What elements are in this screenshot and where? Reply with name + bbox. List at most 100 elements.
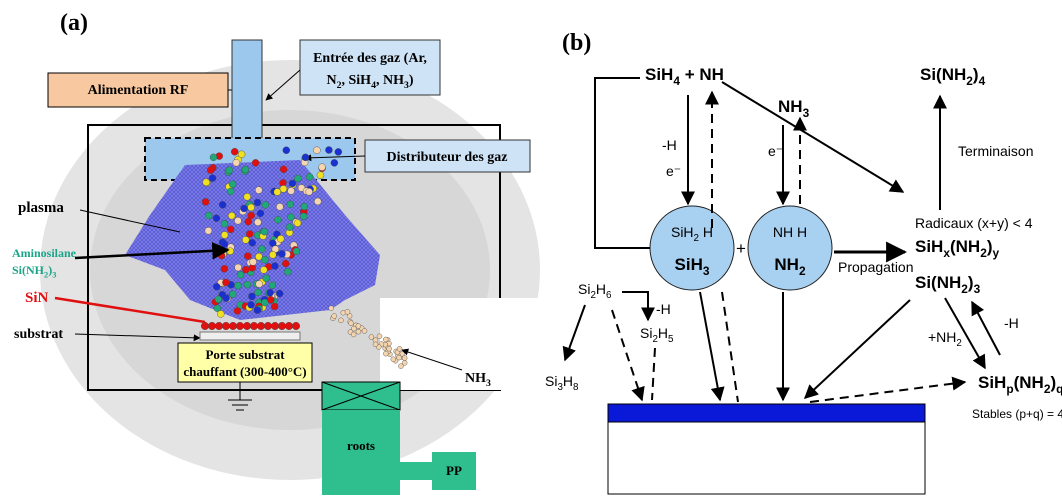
particle: [283, 147, 290, 154]
particle: [222, 279, 229, 286]
text-part: SiH: [978, 373, 1006, 392]
panel-label: (a): [60, 10, 88, 36]
step-label: e⁻: [768, 143, 783, 159]
particle: [263, 275, 270, 282]
particle: [256, 280, 263, 287]
subscript: 3: [703, 264, 710, 278]
plus: +: [736, 239, 746, 258]
substrate-label: substrat: [14, 327, 63, 342]
particle: [356, 324, 361, 329]
particle: [257, 210, 264, 217]
particle: [356, 329, 361, 334]
particle: [250, 322, 258, 330]
particle: [203, 179, 210, 186]
arrow: [805, 300, 910, 398]
particle: [202, 198, 209, 205]
particle: [317, 172, 324, 179]
particle: [233, 159, 240, 166]
sin-label: SiN: [25, 290, 49, 306]
text-part: , NH: [376, 73, 404, 88]
particle: [229, 291, 236, 298]
particle: [213, 215, 220, 222]
species: Si2H5: [640, 325, 674, 345]
particle: [332, 314, 337, 319]
product: SiHp(NH2)q: [978, 373, 1062, 396]
particle: [377, 334, 382, 339]
text-part: NH: [774, 255, 799, 274]
particle: [276, 203, 283, 210]
particle: [300, 213, 307, 220]
radical: SiHx(NH2)y: [915, 237, 999, 260]
arrow: [652, 348, 655, 400]
particle: [234, 217, 241, 224]
text-part: H: [699, 224, 713, 240]
particle: [229, 181, 236, 188]
subscript: 2: [956, 338, 961, 349]
substrate: [200, 332, 300, 340]
reactant: SiH4 + NH: [645, 65, 724, 88]
particle: [284, 268, 291, 275]
particle: [391, 357, 396, 362]
text-part: H: [658, 325, 668, 341]
note: Stables (p+q) = 4: [972, 407, 1062, 421]
subscript: p: [1006, 382, 1013, 396]
particle: [301, 203, 308, 210]
particle: [254, 199, 261, 206]
subscript: 3: [486, 378, 491, 389]
particle: [396, 355, 401, 360]
step-label: +NH2: [928, 329, 962, 349]
particle: [238, 151, 245, 158]
arrow: [972, 302, 1000, 355]
feedback-line: [595, 78, 650, 248]
text-part: Si(NH: [12, 263, 45, 277]
plasma-label: plasma: [18, 200, 64, 216]
particle: [215, 322, 223, 330]
particle: [271, 322, 279, 330]
particle: [362, 328, 367, 333]
step-label: -H: [662, 137, 677, 153]
particle: [221, 231, 228, 238]
particle: [246, 230, 253, 237]
particle: [215, 296, 222, 303]
subscript: 6: [606, 290, 612, 301]
particle: [231, 148, 238, 155]
particle: [242, 166, 249, 173]
particle: [217, 310, 224, 317]
text-part: H: [563, 373, 573, 389]
step-label: -H: [656, 301, 671, 317]
particle: [329, 306, 334, 311]
particle: [205, 227, 212, 234]
step-label: Propagation: [838, 259, 914, 275]
subscript: 4: [979, 74, 986, 88]
particle: [229, 322, 237, 330]
subscript: 8: [573, 382, 579, 393]
text-part: (NH: [950, 237, 980, 256]
particle: [213, 283, 220, 290]
subscript: 3: [803, 106, 810, 120]
particle: [223, 295, 230, 302]
substrate: [608, 422, 925, 494]
radical: Si(NH2)3: [915, 273, 981, 296]
particle: [250, 258, 257, 265]
particle: [383, 351, 388, 356]
text-part: ): [409, 73, 414, 88]
particle: [242, 266, 249, 273]
particle: [222, 322, 230, 330]
particle: [221, 265, 228, 272]
particle: [351, 326, 356, 331]
particle: [397, 346, 402, 351]
particle: [288, 214, 295, 221]
particle: [249, 239, 256, 246]
particle: [387, 346, 392, 351]
particle: [209, 175, 216, 182]
particle: [244, 193, 251, 200]
particle: [201, 322, 209, 330]
subscript: y: [992, 246, 999, 260]
particle: [276, 290, 283, 297]
particle: [243, 322, 251, 330]
particle: [277, 235, 284, 242]
particle: [221, 220, 228, 227]
particle: [271, 303, 278, 310]
particle: [208, 322, 216, 330]
particle: [257, 322, 265, 330]
